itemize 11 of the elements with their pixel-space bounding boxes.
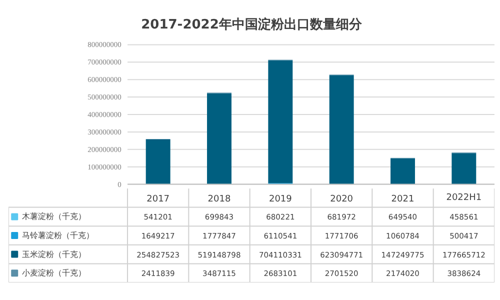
legend-label: 木薯淀粉（千克） <box>22 212 86 222</box>
x-tick-label: 2018 <box>208 194 231 204</box>
x-tick-label: 2022H1 <box>446 192 482 203</box>
legend-label: 马铃薯淀粉（千克） <box>22 231 94 240</box>
x-tick-label: 2017 <box>146 194 170 204</box>
legend-label: 玉米淀粉（千克） <box>22 250 86 259</box>
x-tick-label: 2020 <box>330 194 354 204</box>
x-tick-label: 2019 <box>268 194 292 204</box>
chart-title: 2017-2022年中国淀粉出口数量细分 <box>141 16 363 33</box>
legend-label: 小麦淀粉（千克） <box>22 268 86 278</box>
x-tick-label: 2021 <box>391 194 414 204</box>
